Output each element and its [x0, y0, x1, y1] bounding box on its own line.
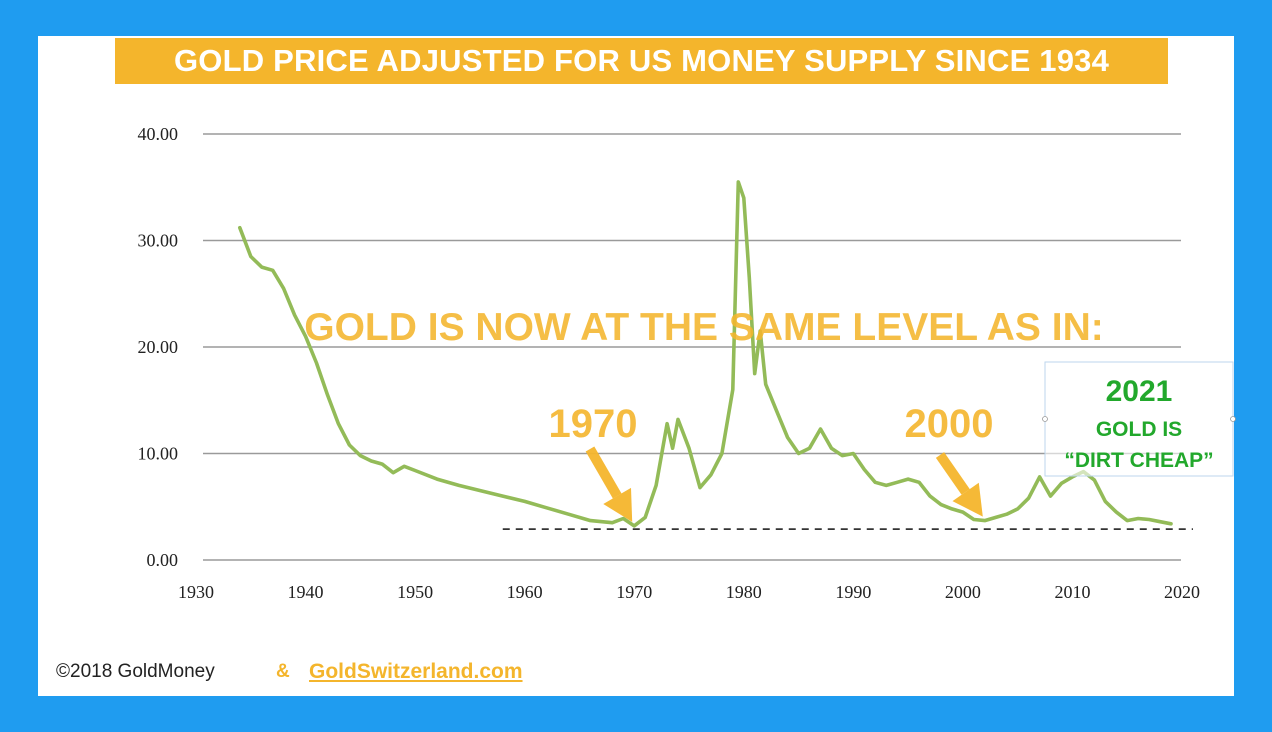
x-tick-label: 2010 — [1054, 582, 1090, 602]
annotation-arrow-shaft — [585, 446, 622, 499]
y-tick-label: 10.00 — [138, 444, 179, 464]
callout-year: 2021 — [1106, 375, 1173, 408]
footer-copyright: ©2018 GoldMoney — [56, 661, 215, 682]
y-tick-label: 40.00 — [138, 124, 179, 144]
annotation-1970: 1970 — [549, 402, 638, 446]
chart-panel — [38, 36, 1234, 696]
annotation-arrow-shaft — [935, 452, 970, 495]
series-line — [238, 180, 1173, 528]
footer-link-goldswitzerland[interactable]: GoldSwitzerland.com — [309, 660, 523, 683]
y-tick-label: 30.00 — [138, 231, 179, 251]
title-band — [115, 38, 1168, 84]
x-tick-label: 1930 — [178, 582, 214, 602]
x-tick-label: 1950 — [397, 582, 433, 602]
annotation-arrow-head — [952, 482, 983, 517]
x-tick-label: 2020 — [1164, 582, 1200, 602]
annotation-same-level: GOLD IS NOW AT THE SAME LEVEL AS IN: — [304, 306, 1104, 349]
annotation-arrow-head — [603, 487, 633, 522]
x-tick-label: 1990 — [835, 582, 871, 602]
x-tick-label: 2000 — [945, 582, 981, 602]
callout-gold-is: GOLD IS — [1096, 418, 1182, 441]
x-tick-label: 1940 — [288, 582, 324, 602]
x-axis-ticks: 1930 1940 1950 1960 1970 1980 1990 2000 2010 2020 — [178, 582, 1200, 602]
y-axis-ticks: 0.00 10.00 20.00 30.00 40.00 — [138, 124, 179, 570]
footer-ampersand: & — [276, 661, 290, 682]
y-tick-label: 20.00 — [138, 337, 179, 357]
callout-handle-right — [1230, 416, 1236, 422]
annotation-2000: 2000 — [905, 402, 994, 446]
callout-dirt-cheap: “DIRT CHEAP” — [1064, 449, 1213, 472]
callout-handle-left — [1042, 416, 1048, 422]
x-tick-label: 1960 — [507, 582, 543, 602]
y-tick-label: 0.00 — [147, 550, 179, 570]
x-tick-label: 1980 — [726, 582, 762, 602]
chart-title: GOLD PRICE ADJUSTED FOR US MONEY SUPPLY … — [173, 43, 1110, 78]
x-tick-label: 1970 — [616, 582, 652, 602]
series-group — [238, 180, 1173, 528]
annotation-arrows — [585, 446, 983, 522]
